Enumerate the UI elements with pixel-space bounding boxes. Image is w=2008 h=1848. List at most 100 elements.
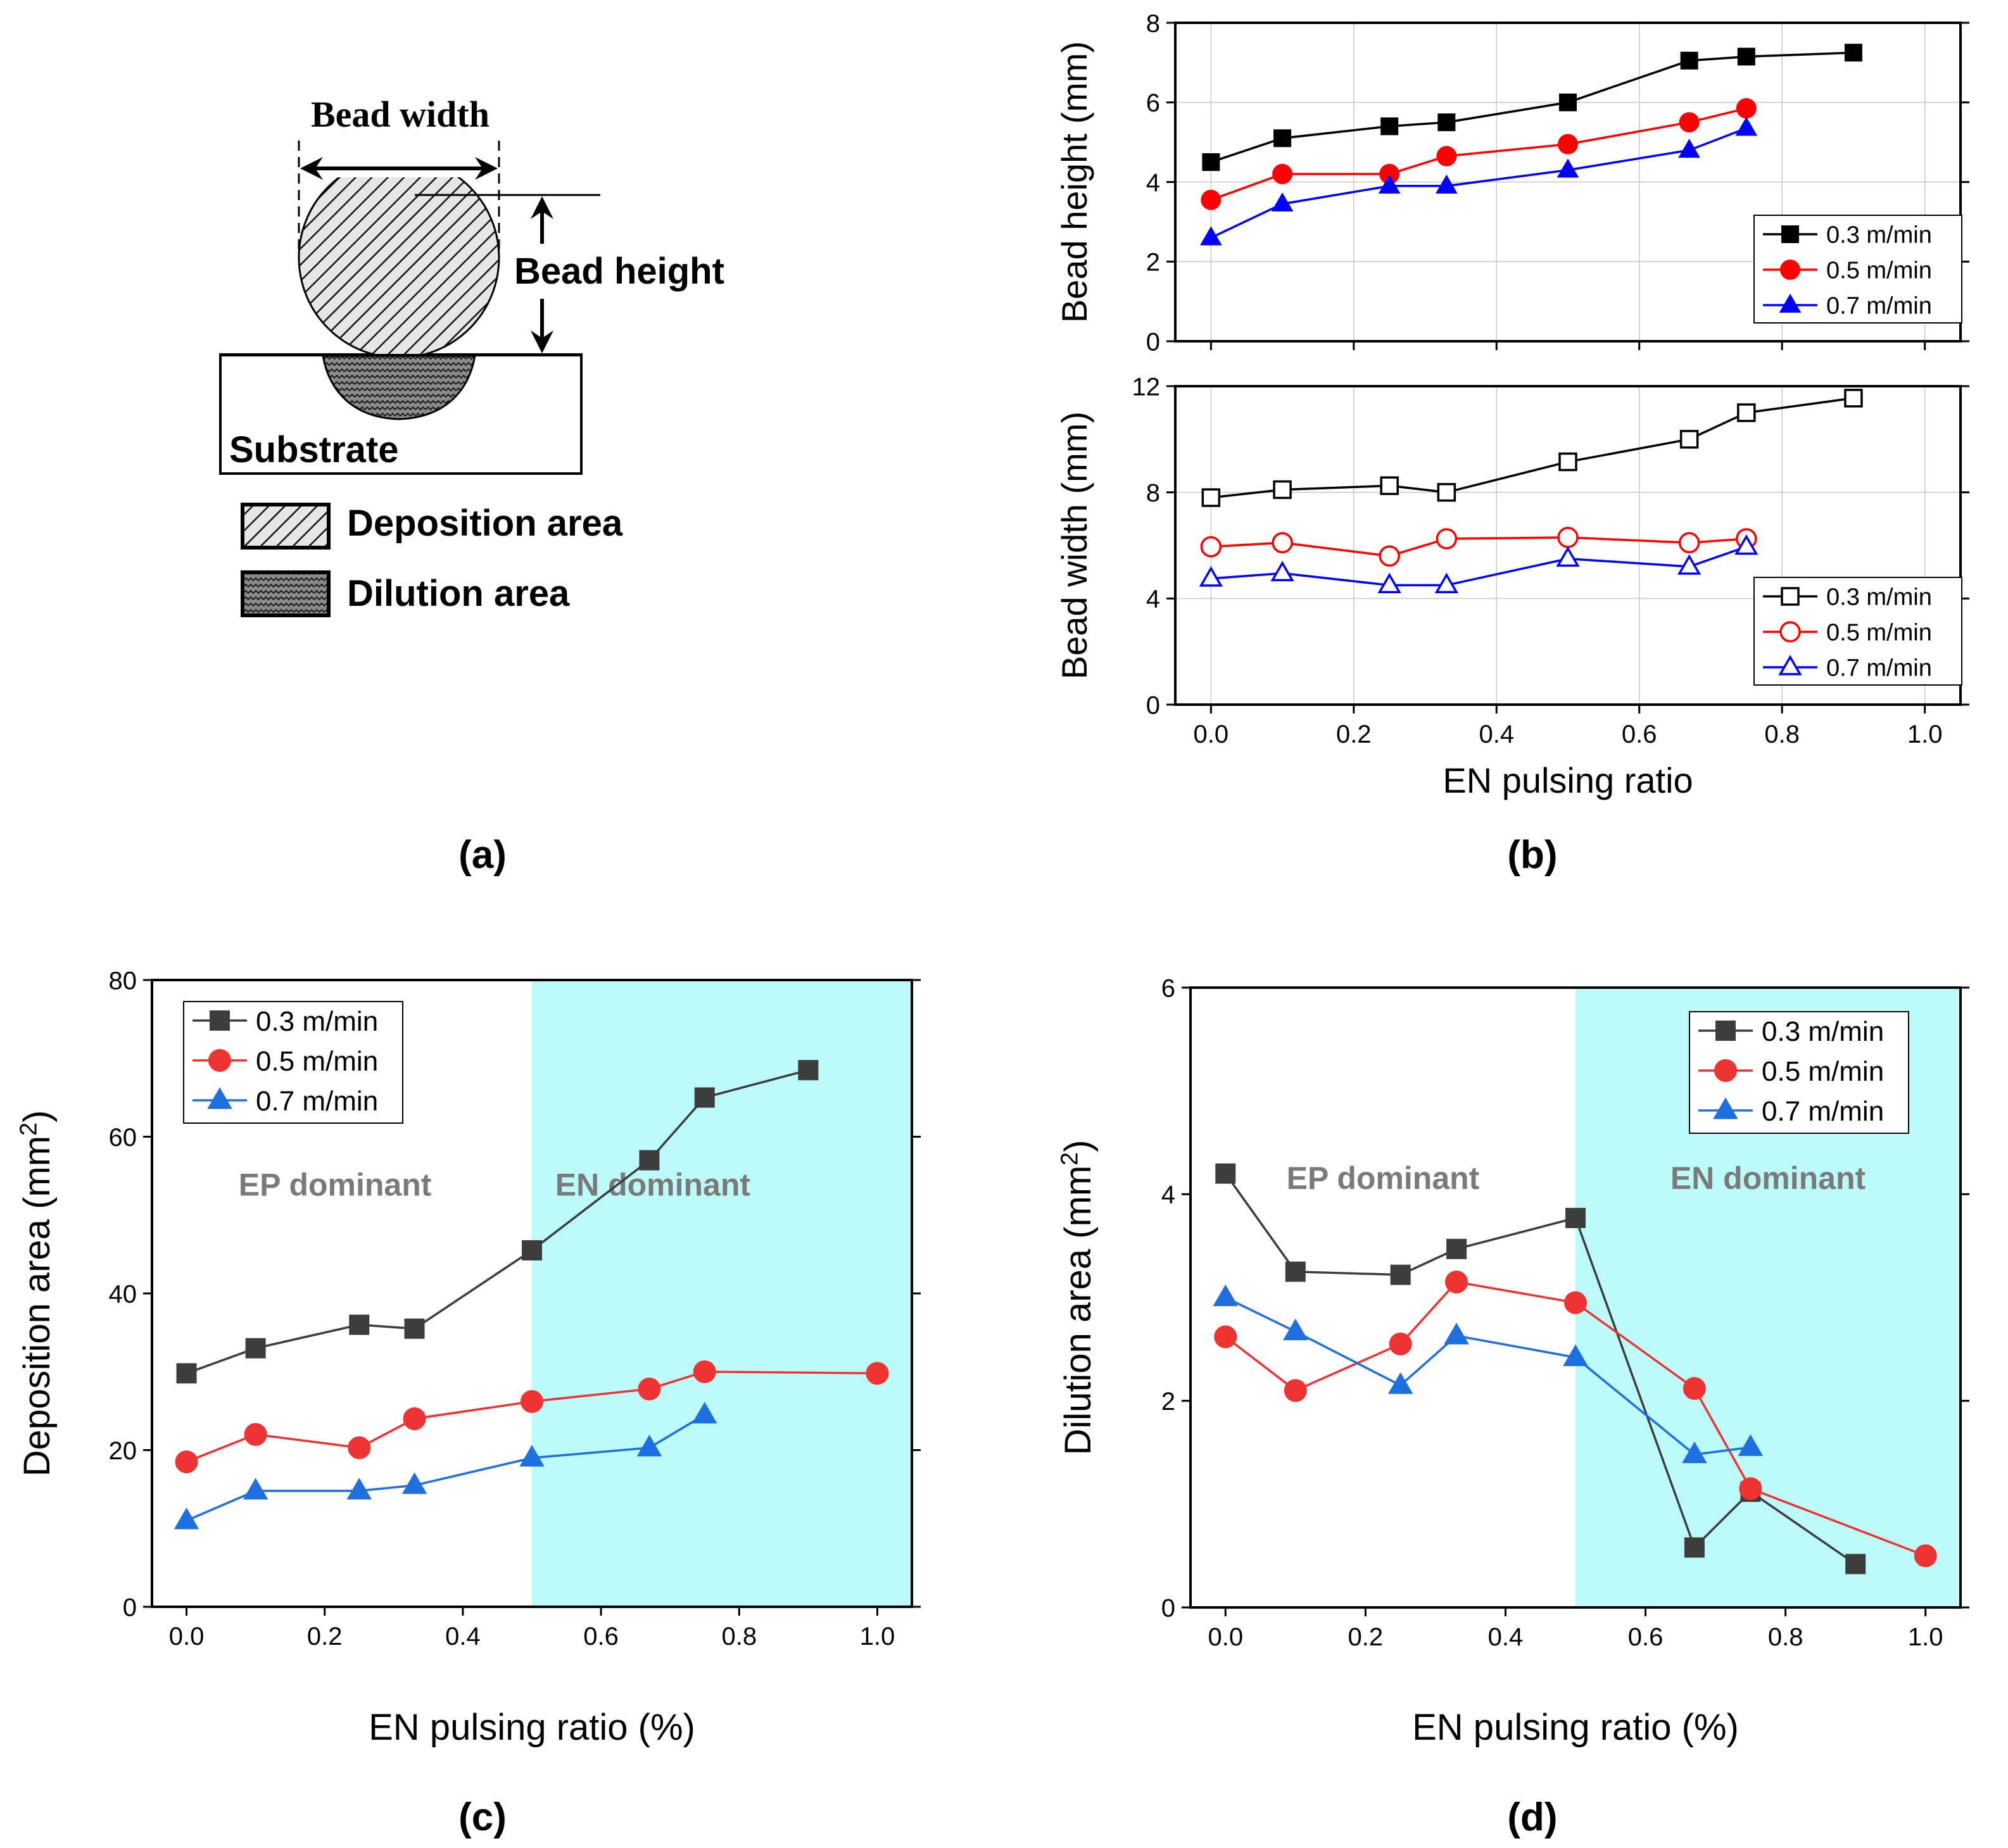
data-point — [1734, 534, 1759, 555]
x-tick-label: 0.0 — [1194, 720, 1229, 748]
legend-label: 0.3 m/min — [1826, 584, 1932, 611]
x-tick-label: 0.4 — [1488, 1623, 1524, 1651]
y-tick-label: 2 — [1161, 1388, 1175, 1416]
data-point — [1283, 1318, 1308, 1340]
data-point — [1844, 389, 1863, 408]
series-0-5-m-min — [175, 1360, 889, 1474]
y-tick-label: 12 — [1132, 373, 1161, 401]
legend-marker — [1779, 621, 1801, 643]
x-tick-label: 0.0 — [1208, 1623, 1243, 1651]
y-tick-label: 20 — [109, 1437, 137, 1465]
data-point — [691, 1402, 717, 1424]
data-point — [1682, 1441, 1707, 1464]
data-point — [1272, 532, 1293, 554]
region-annotation: EP dominant — [1287, 1160, 1480, 1196]
legend: 0.3 m/min 0.5 m/min 0.7 m/min — [1689, 1011, 1909, 1134]
legend-marker — [1713, 1097, 1738, 1119]
legend: 0.3 m/min 0.5 m/min 0.7 m/min — [1753, 215, 1962, 324]
dilution-region — [322, 355, 476, 420]
series-line — [1211, 397, 1854, 499]
y-tick-label: 8 — [1146, 9, 1160, 37]
data-point — [1678, 532, 1700, 554]
y-tick-label: 80 — [109, 967, 137, 995]
data-point — [1444, 1323, 1469, 1345]
y-tick-label: 40 — [109, 1280, 137, 1308]
data-point — [1557, 158, 1579, 178]
series-0-3-m-min — [1201, 389, 1863, 507]
legend-label: 0.7 m/min — [1826, 655, 1932, 682]
panel-label-b: (b) — [1507, 833, 1557, 877]
data-point — [1556, 546, 1580, 567]
data-point — [1558, 134, 1578, 154]
data-point — [1445, 1271, 1468, 1294]
panel-label-d: (d) — [1507, 1795, 1557, 1839]
data-point — [639, 1150, 660, 1171]
legend-marker — [1781, 225, 1799, 243]
legend-marker — [208, 1049, 231, 1072]
legend: 0.3 m/min 0.5 m/min 0.7 m/min — [1753, 577, 1962, 686]
legend-label: 0.5 m/min — [1826, 258, 1932, 284]
legend-marker — [207, 1087, 232, 1109]
series-0-7-m-min — [174, 1402, 717, 1530]
plot-frame — [1189, 986, 1962, 1609]
x-tick-label: 0.6 — [1628, 1623, 1664, 1651]
y-axis-label-superscript: 2 — [1056, 1152, 1083, 1166]
y-axis-label-main: Dilution area (mm — [1058, 1166, 1099, 1455]
x-tick-label: 0.6 — [583, 1623, 619, 1650]
data-point — [1683, 1377, 1706, 1400]
series-0-3-m-min — [1202, 44, 1862, 172]
x-tick-label: 0.2 — [1348, 1623, 1384, 1651]
data-point — [1377, 572, 1401, 594]
y-tick-label: 4 — [1146, 169, 1160, 197]
data-point — [346, 1478, 372, 1500]
x-tick-label: 1.0 — [1908, 1623, 1943, 1651]
legend-label: 0.3 m/min — [1826, 222, 1932, 249]
legend-marker — [1778, 655, 1802, 676]
data-point — [1437, 482, 1456, 502]
y-tick-label: 0 — [123, 1593, 137, 1621]
data-point — [1436, 174, 1458, 194]
data-point — [638, 1377, 661, 1400]
data-point — [693, 1360, 716, 1383]
data-point — [1387, 1372, 1413, 1394]
x-tick-label: 0.8 — [1764, 720, 1800, 748]
legend-marker — [210, 1010, 230, 1031]
y-axis-label: Bead width (mm) — [1054, 412, 1094, 679]
data-point — [174, 1507, 199, 1530]
data-point — [1677, 554, 1702, 575]
data-point — [403, 1407, 426, 1430]
data-point — [245, 1338, 266, 1359]
y-axis-label-close: ) — [1058, 1140, 1099, 1152]
y-axis-label: Deposition area (mm2) — [15, 1110, 58, 1477]
legend-marker — [1714, 1059, 1737, 1082]
legend-marker — [1781, 587, 1800, 606]
series-line — [1210, 51, 1853, 163]
data-point — [1389, 1332, 1412, 1355]
data-point — [1273, 129, 1292, 148]
data-point — [243, 1478, 268, 1500]
legend-label: 0.5 m/min — [1826, 620, 1932, 646]
dilution-area-chart: EP dominant EN dominant 0.0 0.2 0.4 0.6 0.8 1.0… — [1056, 974, 1969, 1748]
legend-marker — [1779, 293, 1802, 313]
data-point — [401, 1472, 427, 1494]
y-axis-label-close: ) — [16, 1110, 58, 1122]
data-point — [1559, 93, 1577, 111]
data-point — [175, 1450, 198, 1474]
data-point — [1272, 163, 1293, 184]
legend-label: 0.7 m/min — [1762, 1096, 1884, 1127]
data-point — [521, 1390, 543, 1413]
series-0-7-m-min — [1199, 534, 1759, 594]
legend-marker — [1715, 1021, 1736, 1041]
data-point — [1558, 452, 1577, 472]
series-0-5-m-min — [1214, 1271, 1937, 1568]
deposition-bead — [298, 177, 500, 356]
deposition-legend-label: Deposition area — [347, 503, 623, 544]
data-point — [1844, 44, 1862, 62]
data-point — [1380, 117, 1399, 135]
data-point — [1436, 146, 1457, 167]
legend-label: 0.7 m/min — [256, 1086, 378, 1117]
data-point — [1914, 1544, 1937, 1568]
dilution-legend-label: Dilution area — [347, 573, 570, 614]
data-point — [1434, 572, 1458, 594]
data-point — [1735, 116, 1758, 136]
